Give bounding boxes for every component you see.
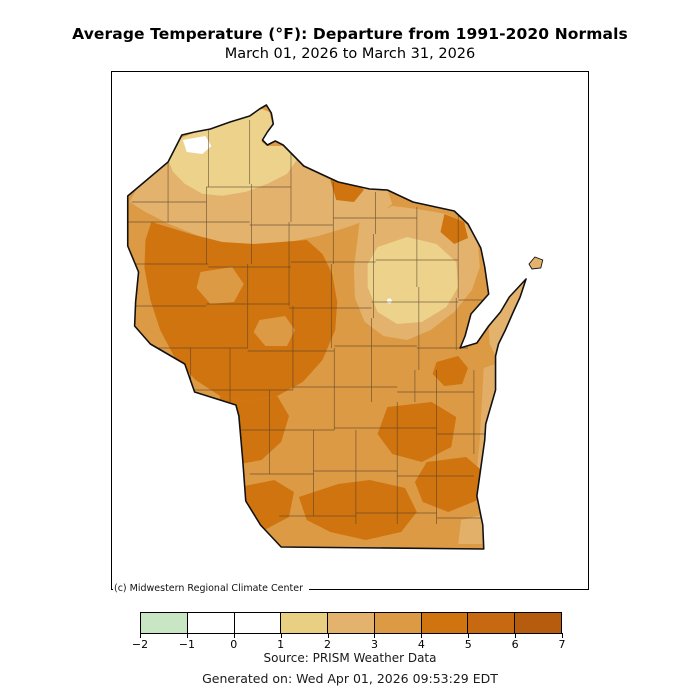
map-frame: (c) Midwestern Regional Climate Center (111, 71, 589, 597)
source-label: Source: PRISM Weather Data (263, 651, 437, 665)
colorbar-tick-label: 1 (277, 638, 285, 651)
washington-island (528, 256, 544, 270)
colorbar-segment (468, 613, 516, 633)
colorbar-labels: −2 −1 0 1 2 3 4 5 6 7 (132, 638, 566, 652)
colorbar-tick-label: 5 (464, 638, 472, 651)
temperature-raster (127, 105, 527, 549)
colorbar-tick-label: 0 (230, 638, 238, 651)
colorbar-tick-label: 4 (417, 638, 425, 651)
colorbar (140, 612, 562, 634)
colorbar-segment (141, 613, 188, 633)
colorbar-ticks (140, 633, 563, 638)
colorbar-segment (374, 613, 422, 633)
colorbar-segment (421, 613, 469, 633)
generated-label: Generated on: Wed Apr 01, 2026 09:53:29 … (202, 671, 498, 686)
colorbar-tick-label: −1 (178, 638, 195, 651)
page-subtitle: March 01, 2026 to March 31, 2026 (224, 46, 476, 62)
colorbar-segment (234, 613, 282, 633)
colorbar-tick-label: 6 (511, 638, 519, 651)
colorbar-tick-label: −2 (131, 638, 149, 651)
attribution-label: (c) Midwestern Regional Climate Center (113, 582, 309, 597)
wisconsin-map-svg (126, 104, 544, 550)
colorbar-segment (515, 613, 562, 633)
colorbar-segment (328, 613, 375, 633)
colorbar-segment (187, 613, 235, 633)
state-outline (126, 104, 527, 550)
colorbar-tick-label: 3 (370, 638, 378, 651)
page-title: Average Temperature (°F): Departure from… (72, 25, 628, 43)
colorbar-tick-label: 7 (558, 638, 566, 651)
colorbar-segment (281, 613, 329, 633)
county-borders (127, 120, 488, 524)
colorbar-tick-label: 2 (324, 638, 332, 651)
